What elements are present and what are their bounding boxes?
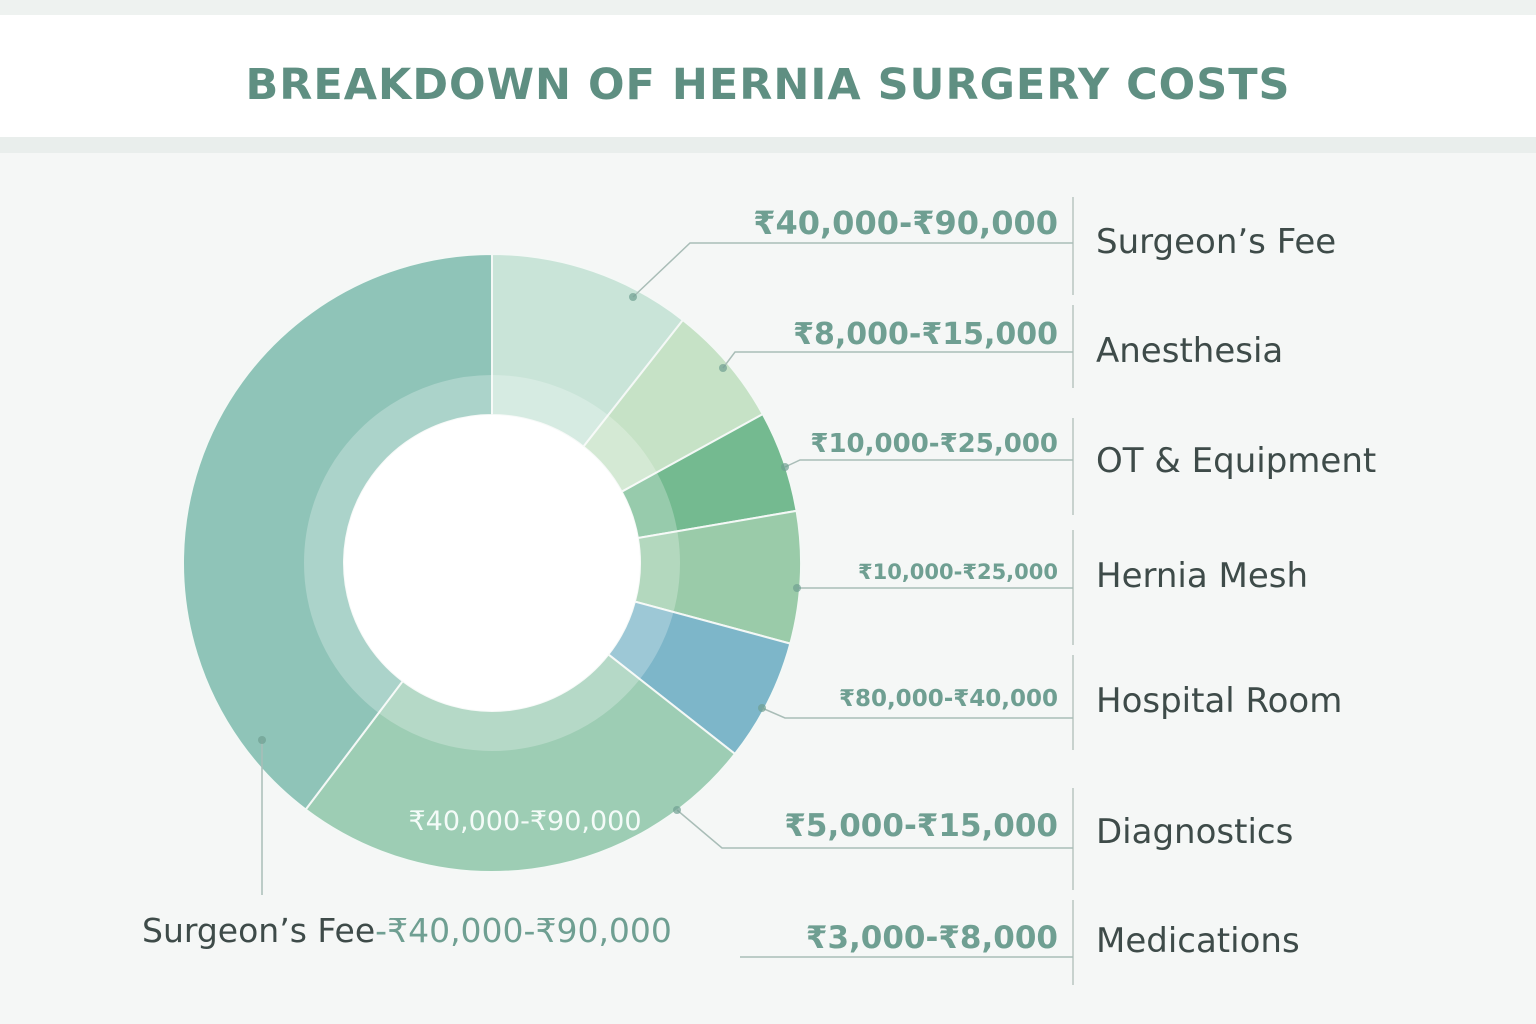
legend-label-3: OT & Equipment: [1096, 441, 1376, 481]
leader-dot-5: [758, 704, 766, 712]
title-band-divider: [0, 137, 1536, 153]
legend-value-3: ₹10,000-₹25,000: [810, 429, 1058, 459]
leader-dot-1: [629, 293, 637, 301]
leader-line-1: [632, 242, 1073, 298]
top-strip: [0, 0, 1536, 15]
callout-label: Surgeon’s Fee-₹40,000-₹90,000: [142, 911, 672, 950]
leader-dot-2: [719, 364, 727, 372]
inner-ring: [304, 375, 680, 751]
legend-value-5: ₹80,000-₹40,000: [839, 686, 1058, 712]
legend-label-6: Diagnostics: [1096, 812, 1293, 852]
legend-value-6: ₹5,000-₹15,000: [784, 808, 1058, 844]
leader-dot-3: [781, 463, 789, 471]
legend-value-4: ₹10,000-₹25,000: [858, 560, 1058, 584]
legend-value-2: ₹8,000-₹15,000: [793, 317, 1058, 352]
leader-line-3: [784, 459, 1073, 468]
chart-title: BREAKDOWN OF HERNIA SURGERY COSTS: [245, 60, 1291, 110]
leader-dot-4: [793, 584, 801, 592]
donut-hole: [344, 415, 640, 711]
callout-range: -₹40,000-₹90,000: [375, 911, 672, 950]
legend-label-4: Hernia Mesh: [1096, 556, 1308, 596]
legend-value-7: ₹3,000-₹8,000: [806, 920, 1058, 956]
title-band: [0, 15, 1536, 137]
donut-segment-7: [182, 252, 493, 811]
leader-line-6: [676, 809, 1073, 849]
callout-name: Surgeon’s Fee: [142, 911, 375, 950]
legend-value-1: ₹40,000-₹90,000: [753, 204, 1058, 242]
legend-label-7: Medications: [1096, 921, 1300, 961]
leader-line-2: [722, 351, 1073, 369]
callout-dot: [258, 736, 266, 744]
leader-dot-6: [673, 806, 681, 814]
leader-line-5: [761, 707, 1073, 719]
legend-label-2: Anesthesia: [1096, 331, 1283, 371]
legend-label-1: Surgeon’s Fee: [1096, 222, 1336, 262]
legend-label-5: Hospital Room: [1096, 681, 1342, 721]
segment-inner-label: ₹40,000-₹90,000: [408, 806, 641, 837]
